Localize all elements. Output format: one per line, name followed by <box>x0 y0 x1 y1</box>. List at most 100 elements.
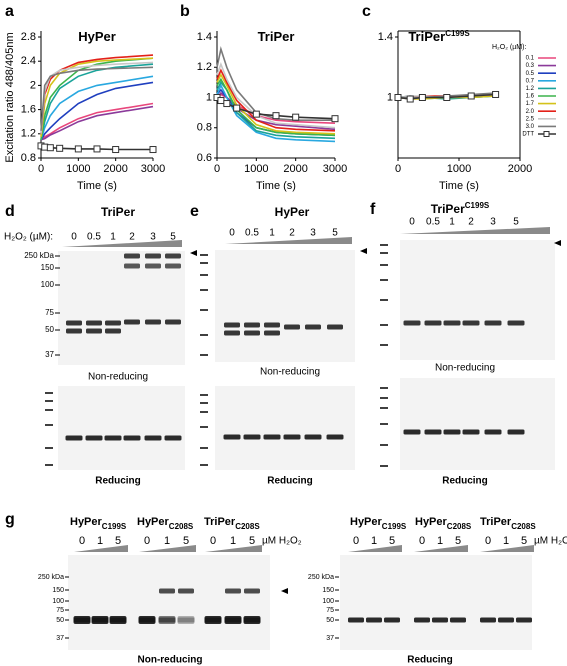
panel-label: g <box>5 511 15 528</box>
y-tick-label: 2 <box>30 79 36 91</box>
title-text: TriPer <box>408 29 445 44</box>
caption: Reducing <box>407 655 453 666</box>
band <box>424 429 442 435</box>
band <box>223 434 241 440</box>
x-axis-label: Time (s) <box>77 180 117 192</box>
title-subscript: C208S <box>169 522 194 531</box>
legend-label: DTT <box>522 132 534 138</box>
mw-label: 100 <box>52 598 64 605</box>
marker <box>93 145 101 153</box>
marker <box>443 94 451 101</box>
legend-title: H₂O₂ (µM): <box>492 44 526 51</box>
mw-label: 100 <box>41 280 55 289</box>
title-text: TriPer <box>431 202 465 216</box>
band <box>177 617 195 623</box>
lane-label: 0.5 <box>245 228 259 239</box>
lane-label: 5 <box>455 535 461 547</box>
group-title: HyPerC199S <box>350 516 407 531</box>
lane-label: 0 <box>144 535 150 547</box>
conc-label: H₂O₂ (µM): <box>4 232 53 243</box>
band <box>66 320 82 326</box>
caption: Reducing <box>442 476 488 487</box>
band <box>480 617 496 623</box>
lane-label: 5 <box>521 535 527 547</box>
y-tick-label: 2.4 <box>21 55 36 67</box>
series-line <box>40 54 154 134</box>
series-line <box>216 61 336 129</box>
mw-label: 150 <box>322 587 334 594</box>
marker <box>272 112 280 120</box>
marker <box>223 100 231 108</box>
gel <box>400 240 555 360</box>
title-subscript: C208S <box>511 522 536 531</box>
band <box>305 324 321 330</box>
x-tick-label: 0 <box>38 163 44 175</box>
panel-label: b <box>180 3 190 20</box>
band <box>145 263 161 269</box>
lane-label: 1 <box>97 535 103 547</box>
band <box>443 320 461 326</box>
series-line <box>40 57 154 140</box>
band <box>366 617 382 623</box>
legend-label: 1.2 <box>526 86 535 92</box>
chart-title: HyPer <box>78 29 116 44</box>
marker <box>492 90 500 98</box>
series-line <box>40 75 154 141</box>
panel-label: f <box>370 201 376 218</box>
lane-label: 5 <box>170 232 176 243</box>
band <box>284 324 300 330</box>
title-subscript: C199S <box>102 522 127 531</box>
lane-label: 0 <box>485 535 491 547</box>
band <box>462 320 480 326</box>
band <box>105 328 121 334</box>
band <box>85 435 103 441</box>
lane-label: 5 <box>183 535 189 547</box>
band <box>516 617 532 623</box>
series-line <box>216 77 336 137</box>
panel-label: a <box>5 3 14 20</box>
mw-label: 150 <box>41 263 55 272</box>
gradient-wedge <box>74 545 128 552</box>
gradient-wedge <box>225 237 352 244</box>
band-thick <box>73 616 91 624</box>
y-tick-label: 0.8 <box>21 152 36 164</box>
title-text: TriPer <box>204 516 236 528</box>
band <box>384 617 400 623</box>
series-line <box>216 73 336 135</box>
group-title: HyPerC199S <box>70 516 127 531</box>
band <box>462 429 480 435</box>
band <box>507 320 525 326</box>
y-axis-label: Excitation ratio 488/405nm <box>4 32 16 162</box>
mw-label: 250 kDa <box>38 574 64 581</box>
y-tick-label: 1.2 <box>197 61 212 73</box>
band <box>403 429 421 435</box>
band <box>225 588 241 594</box>
band <box>414 617 430 623</box>
lane-label: 5 <box>513 217 519 228</box>
mw-label: 37 <box>45 350 54 359</box>
gel <box>68 555 270 650</box>
band <box>264 330 280 336</box>
band <box>244 588 260 594</box>
panel-label: d <box>5 203 15 220</box>
band <box>124 253 140 259</box>
lane-label: 5 <box>332 228 338 239</box>
marker <box>233 104 241 112</box>
x-axis-label: Time (s) <box>439 180 479 192</box>
y-tick-label: 1 <box>206 91 212 103</box>
y-tick-label: 1 <box>387 91 393 103</box>
title-subscript: C208S <box>447 522 472 531</box>
group-title: HyPerC208S <box>415 516 472 531</box>
legend-label: 3.0 <box>526 124 535 130</box>
band <box>124 319 140 325</box>
band-thick <box>158 616 176 624</box>
mw-label: 75 <box>326 607 334 614</box>
lane-label: 0.5 <box>87 232 101 243</box>
y-tick-label: 2.8 <box>21 31 36 43</box>
band <box>104 435 122 441</box>
lane-label: 2 <box>468 217 474 228</box>
band <box>224 330 240 336</box>
band-thick <box>224 616 242 624</box>
lane-label: 3 <box>490 217 496 228</box>
